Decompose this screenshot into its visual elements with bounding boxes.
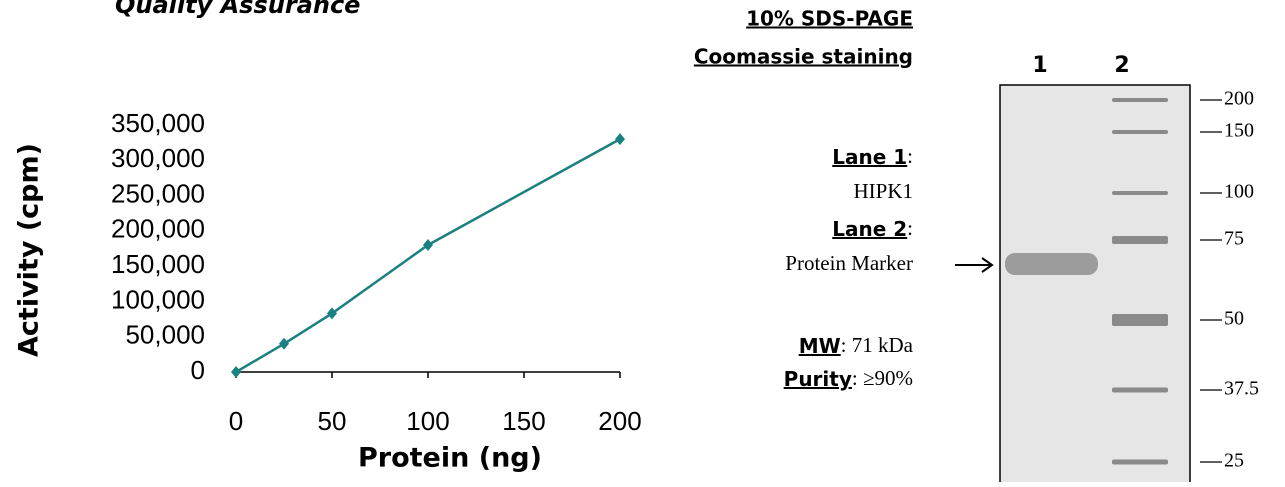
- marker: [327, 307, 337, 319]
- marker: [423, 239, 433, 251]
- y-tick-label: 50,000: [125, 320, 205, 350]
- info-label: Lane 2: [832, 217, 907, 241]
- band: [1005, 253, 1098, 275]
- gel: 1 2 200 150 100 75 50 37.5 25: [955, 53, 1259, 482]
- lane-label: 2: [1114, 53, 1129, 78]
- y-tick-label: 350,000: [111, 108, 205, 138]
- gel-info: 10% SDS-PAGE Coomassie staining: [694, 7, 913, 69]
- y-tick-label: 150,000: [111, 249, 205, 279]
- x-tick-label: 50: [318, 406, 347, 436]
- marker-band: [1112, 130, 1168, 134]
- y-tick-label: 300,000: [111, 143, 205, 173]
- line: [236, 139, 620, 372]
- stain: Coomassie staining: [694, 45, 913, 69]
- info-row: MW: 71 kDa: [799, 333, 914, 358]
- info-sep: :: [907, 144, 913, 168]
- info-label: Lane 1: [832, 145, 907, 169]
- info-sep: :: [907, 216, 913, 240]
- marker-label: 200: [1224, 88, 1254, 110]
- y-tick-label: 100,000: [111, 284, 205, 314]
- marker-label: 150: [1224, 120, 1254, 142]
- info-label: MW: [799, 334, 841, 358]
- y-tick-label: 250,000: [111, 178, 205, 208]
- chart: Protein (ng) Activity (cpm) 0 50,000 100,0…: [14, 108, 642, 474]
- lane-label: 1: [1032, 53, 1047, 78]
- marker: [279, 338, 289, 350]
- marker-band: [1112, 236, 1168, 244]
- info-row: Purity: ≥90%: [784, 366, 913, 391]
- marker-label: 50: [1224, 308, 1244, 330]
- y-tick-label: 0: [191, 355, 205, 385]
- info-value: Protein Marker: [785, 251, 913, 275]
- marker: [615, 133, 625, 145]
- marker-band: [1112, 314, 1168, 326]
- marker-band: [1112, 191, 1168, 195]
- info-value: HIPK1: [853, 179, 913, 203]
- marker-label: 25: [1224, 450, 1244, 472]
- y-tick-label: 200,000: [111, 214, 205, 244]
- info-list: Lane 1: HIPK1 Lane 2: Protein Marker MW: 71 …: [784, 144, 914, 391]
- info-row: Lane 1:: [832, 144, 913, 169]
- x-tick-label: 0: [229, 406, 243, 436]
- marker-label: 75: [1224, 228, 1244, 250]
- marker-band: [1112, 98, 1168, 102]
- page: Quality Assurance Protein (ng) Activity …: [0, 0, 1285, 482]
- info-value: ≥90%: [858, 366, 913, 390]
- marker-band: [1112, 460, 1168, 465]
- marker: [231, 366, 241, 378]
- gel-frame: [1000, 85, 1190, 482]
- marker-band: [1112, 388, 1168, 393]
- x-tick-label: 100: [406, 406, 449, 436]
- y-axis-label: Activity (cpm): [14, 143, 45, 357]
- marker-label: 100: [1224, 181, 1254, 203]
- marker-label: 37.5: [1224, 378, 1259, 400]
- section-title: Quality Assurance: [115, 0, 360, 19]
- x-tick-label: 150: [502, 406, 545, 436]
- x-axis-label: Protein (ng): [358, 443, 542, 474]
- method: 10% SDS-PAGE: [746, 7, 913, 31]
- x-tick-label: 200: [598, 406, 641, 436]
- info-label: Purity: [784, 367, 852, 391]
- info-value: 71 kDa: [847, 333, 914, 357]
- info-row: Lane 2:: [832, 216, 913, 241]
